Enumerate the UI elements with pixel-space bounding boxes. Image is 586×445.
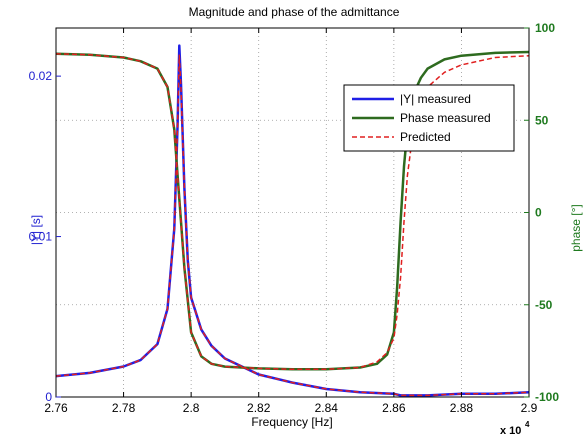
x-tick-label: 2.8 (183, 401, 200, 415)
x-axis-label: Frequency [Hz] (251, 415, 332, 429)
x-axis-multiplier-exponent: 4 (525, 420, 530, 429)
legend-box (343, 84, 515, 152)
x-tick-label: 2.9 (521, 401, 538, 415)
y-right-tick-label: 0 (535, 206, 542, 220)
legend-label: |Y| measured (400, 92, 471, 106)
x-tick-label: 2.82 (247, 401, 271, 415)
y-left-tick-label: 0.01 (29, 230, 53, 244)
y-left-tick-label: 0.02 (29, 69, 53, 83)
legend-label: Predicted (400, 130, 451, 144)
tick-marks (55, 27, 530, 398)
y-axis-right-label: phase [°] (569, 204, 583, 252)
legend-label: Phase measured (400, 111, 491, 125)
y-right-tick-label: -100 (535, 390, 559, 404)
x-axis-multiplier: x 10 (500, 425, 521, 437)
y-right-tick-label: -50 (535, 298, 553, 312)
x-tick-label: 2.78 (112, 401, 136, 415)
x-tick-label: 2.88 (450, 401, 474, 415)
y-right-tick-label: 50 (535, 113, 549, 127)
y-left-tick-label: 0 (45, 390, 52, 404)
series-line-predicted (55, 54, 530, 397)
x-tick-label: 2.76 (44, 401, 68, 415)
y-right-tick-label: 100 (535, 21, 555, 35)
x-tick-label: 2.86 (382, 401, 406, 415)
x-tick-label: 2.84 (315, 401, 339, 415)
y-axis-left-label: |Y| [s] (29, 215, 43, 245)
legend: |Y| measured Phase measured Predicted (343, 84, 515, 152)
grid-lines (56, 28, 529, 397)
chart-title: Magnitude and phase of the admittance (189, 5, 400, 19)
